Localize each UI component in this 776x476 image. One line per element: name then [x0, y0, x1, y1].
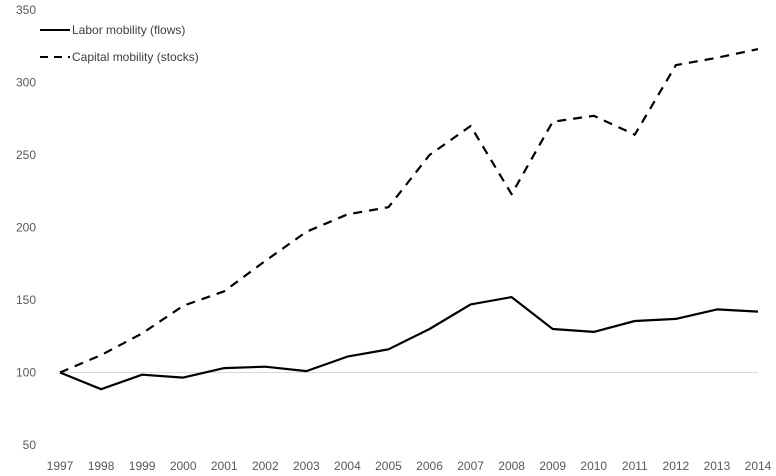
x-tick-label: 2007: [457, 459, 484, 473]
legend: Labor mobility (flows) Capital mobility …: [40, 23, 199, 64]
legend-label-capital: Capital mobility (stocks): [72, 50, 199, 64]
legend-item-labor: Labor mobility (flows): [40, 23, 185, 37]
x-tick-label: 2003: [293, 459, 320, 473]
x-tick-label: 2005: [375, 459, 402, 473]
labor-mobility-line: [59, 296, 759, 391]
x-tick-label: 2010: [580, 459, 607, 473]
x-tick-label: 2001: [211, 459, 238, 473]
x-tick-label: 2013: [704, 459, 731, 473]
x-tick-label: 2014: [745, 459, 772, 473]
series-lines: [59, 48, 759, 391]
y-tick-label: 350: [16, 3, 36, 17]
x-tick-label: 2006: [416, 459, 443, 473]
x-axis-tick-labels: 1997 1998 1999 2000 2001 2002 2003 2004 2005 2006…: [47, 459, 772, 473]
legend-item-capital: Capital mobility (stocks): [40, 50, 199, 64]
y-axis-tick-labels: 50 100 150 200 250 300 350: [16, 3, 36, 452]
y-tick-label: 150: [16, 293, 36, 307]
x-tick-label: 2004: [334, 459, 361, 473]
y-tick-label: 200: [16, 221, 36, 235]
capital-mobility-line: [59, 48, 759, 374]
legend-label-labor: Labor mobility (flows): [72, 23, 185, 37]
x-tick-label: 1998: [88, 459, 115, 473]
y-tick-label: 250: [16, 148, 36, 162]
x-tick-label: 2011: [622, 459, 648, 473]
x-tick-label: 2000: [170, 459, 197, 473]
x-tick-label: 2012: [663, 459, 690, 473]
y-tick-label: 300: [16, 76, 36, 90]
y-tick-label: 100: [16, 366, 36, 380]
x-tick-label: 1999: [129, 459, 156, 473]
y-tick-label: 50: [23, 438, 37, 452]
x-tick-label: 2009: [539, 459, 566, 473]
x-tick-label: 2002: [252, 459, 279, 473]
x-tick-label: 1997: [47, 459, 74, 473]
x-tick-label: 2008: [498, 459, 525, 473]
